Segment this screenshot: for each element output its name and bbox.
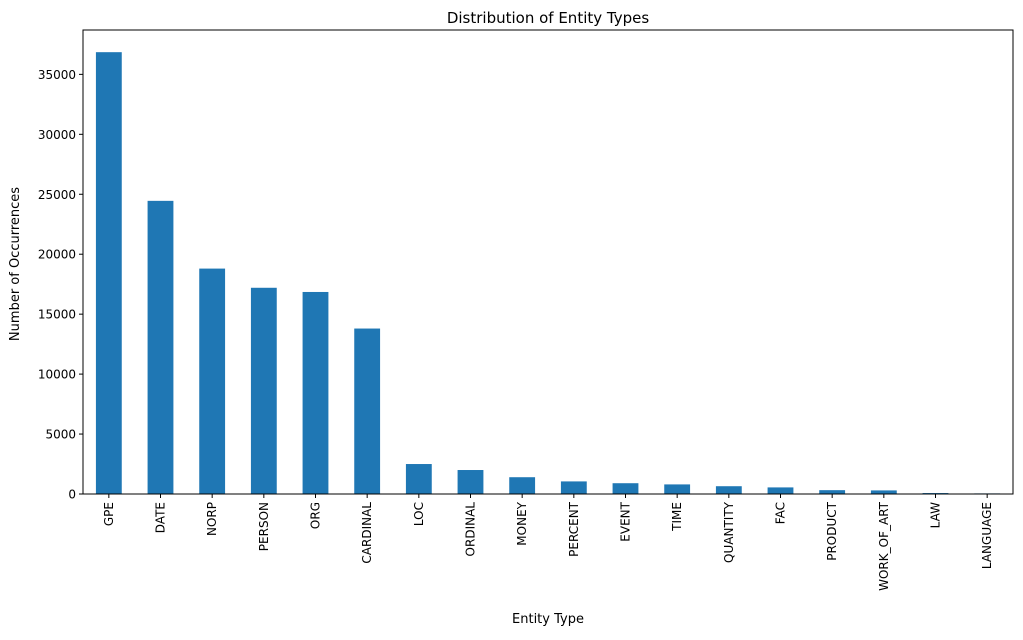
x-tick-label: LAW <box>929 502 943 529</box>
bar-product <box>819 490 846 494</box>
bar-work-of-art <box>870 490 897 494</box>
x-tick-label: NORP <box>205 502 219 536</box>
y-axis-label: Number of Occurrences <box>8 187 23 341</box>
x-tick-label: LOC <box>412 502 426 526</box>
y-tick-label: 10000 <box>38 368 76 382</box>
y-axis-ticks: 0 5000 10000 15000 20000 25000 30000 35000 <box>38 68 83 502</box>
y-tick-label: 15000 <box>38 308 76 322</box>
bar-quantity <box>715 486 742 494</box>
x-tick-label: GPE <box>102 502 116 526</box>
x-tick-label: EVENT <box>619 501 633 541</box>
x-tick-label: FAC <box>774 502 788 524</box>
y-tick-label: 25000 <box>38 188 76 202</box>
y-tick-label: 35000 <box>38 68 76 82</box>
x-axis-label: Entity Type <box>512 612 584 627</box>
bar-money <box>509 477 536 494</box>
x-tick-label: CARDINAL <box>360 502 374 564</box>
bar-gpe <box>95 52 122 495</box>
bar-org <box>302 291 329 494</box>
bar-person <box>250 287 277 494</box>
bar-percent <box>560 481 587 494</box>
x-tick-label: ORG <box>309 502 323 529</box>
plot-area-frame <box>82 29 1014 495</box>
bar-norp <box>199 268 226 494</box>
x-tick-label: QUANTITY <box>722 501 736 563</box>
bar-event <box>612 483 639 494</box>
x-tick-label: PERSON <box>257 502 271 551</box>
bar-fac <box>767 487 794 494</box>
x-axis-ticks: GPE DATE NORP PERSON ORG CARDINAL LOC ORDINAL MO… <box>102 494 994 591</box>
bar-date <box>147 200 174 494</box>
bar-ordinal <box>457 470 484 494</box>
x-tick-label: TIME <box>670 502 684 532</box>
x-tick-label: DATE <box>154 502 168 533</box>
chart-title: Distribution of Entity Types <box>447 9 650 27</box>
y-tick-label: 20000 <box>38 248 76 262</box>
x-tick-label: PRODUCT <box>825 501 839 560</box>
bar-cardinal <box>354 328 381 494</box>
bar-loc <box>405 464 432 494</box>
y-tick-label: 30000 <box>38 128 76 142</box>
x-tick-label: LANGUAGE <box>980 502 994 569</box>
bars-group <box>95 52 1001 495</box>
x-tick-label: MONEY <box>515 501 529 545</box>
y-tick-label: 0 <box>68 488 76 502</box>
x-tick-label: WORK_OF_ART <box>877 501 891 591</box>
x-tick-label: PERCENT <box>567 501 581 556</box>
x-tick-label: ORDINAL <box>464 502 478 557</box>
bar-time <box>664 484 691 494</box>
y-tick-label: 5000 <box>45 428 76 442</box>
